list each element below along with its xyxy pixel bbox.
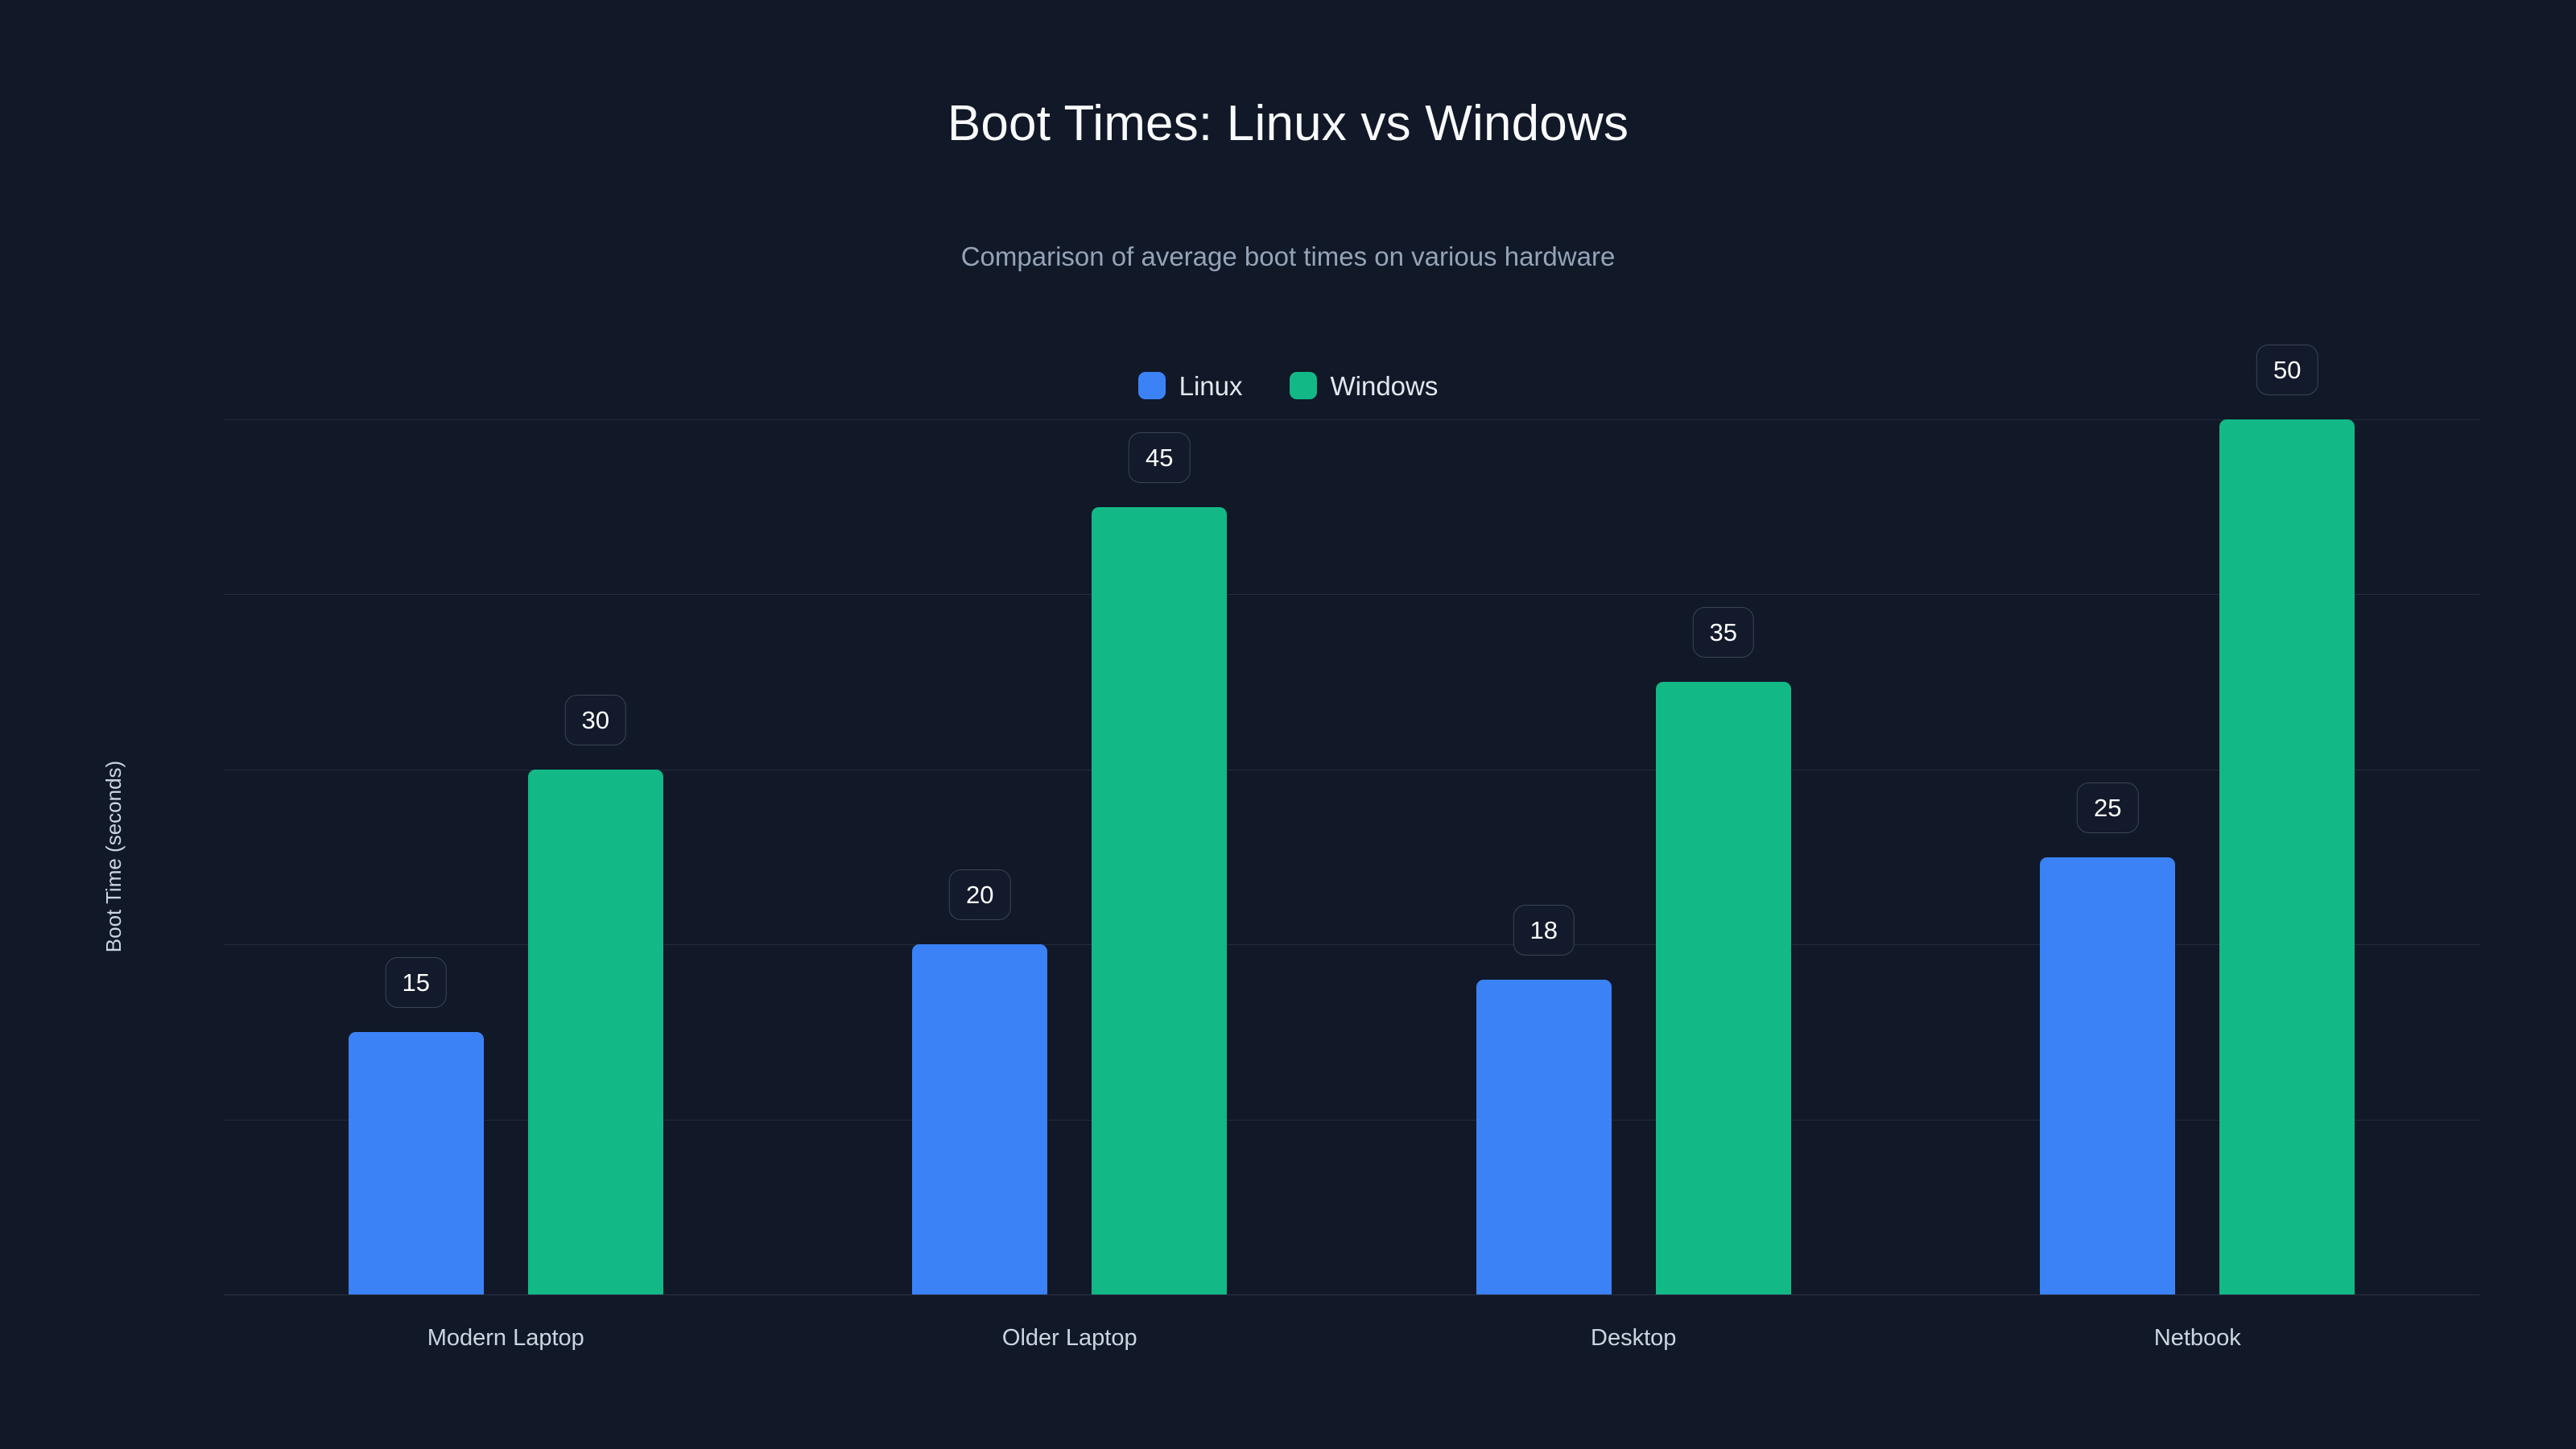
gridline-0	[224, 1294, 2479, 1295]
value-badge-linux-2: 18	[1513, 904, 1575, 956]
bar-linux-2[interactable]	[1476, 979, 1612, 1294]
plot-area	[224, 419, 2479, 1295]
value-badge-windows-3: 50	[2256, 345, 2318, 395]
value-badge-linux-0: 15	[385, 956, 447, 1008]
value-badge-linux-1: 20	[949, 869, 1011, 921]
legend-windows-swatch-icon	[1289, 372, 1317, 399]
legend-label: Windows	[1330, 370, 1439, 401]
bar-windows-3[interactable]	[2219, 419, 2355, 1294]
chart-legend: Linux Windows	[0, 372, 2576, 399]
y-axis-title: Boot Time (seconds)	[101, 760, 126, 953]
value-badge-linux-3: 25	[2077, 782, 2139, 833]
legend-linux-swatch-icon	[1137, 372, 1166, 399]
chart-subtitle: Comparison of average boot times on vari…	[960, 242, 1616, 271]
bar-linux-1[interactable]	[912, 944, 1048, 1294]
x-tick-label: Netbook	[2153, 1325, 2241, 1351]
legend-item-windows[interactable]: Windows	[1289, 370, 1439, 401]
legend-item-linux[interactable]: Linux	[1137, 370, 1243, 401]
bar-windows-1[interactable]	[1092, 506, 1228, 1294]
value-badge-windows-1: 45	[1129, 431, 1191, 483]
bar-windows-2[interactable]	[1655, 682, 1791, 1294]
bar-linux-0[interactable]	[348, 1031, 484, 1294]
x-tick-label: Modern Laptop	[427, 1325, 584, 1351]
gridline-10	[224, 1119, 2479, 1121]
y-axis-tick-labels: 01020304050	[0, 0, 200, 1449]
value-badge-windows-0: 30	[564, 694, 626, 745]
legend-label: Linux	[1179, 370, 1243, 401]
x-tick-label: Older Laptop	[1001, 1325, 1137, 1351]
bar-linux-3[interactable]	[2040, 857, 2176, 1294]
chart-title: Boot Times: Linux vs Windows	[947, 96, 1629, 151]
value-badge-windows-2: 35	[1692, 607, 1754, 658]
gridline-40	[224, 594, 2479, 596]
bar-windows-0[interactable]	[527, 769, 663, 1294]
x-tick-label: Desktop	[1591, 1325, 1677, 1351]
gridline-50	[224, 419, 2479, 420]
gridline-20	[224, 944, 2479, 946]
